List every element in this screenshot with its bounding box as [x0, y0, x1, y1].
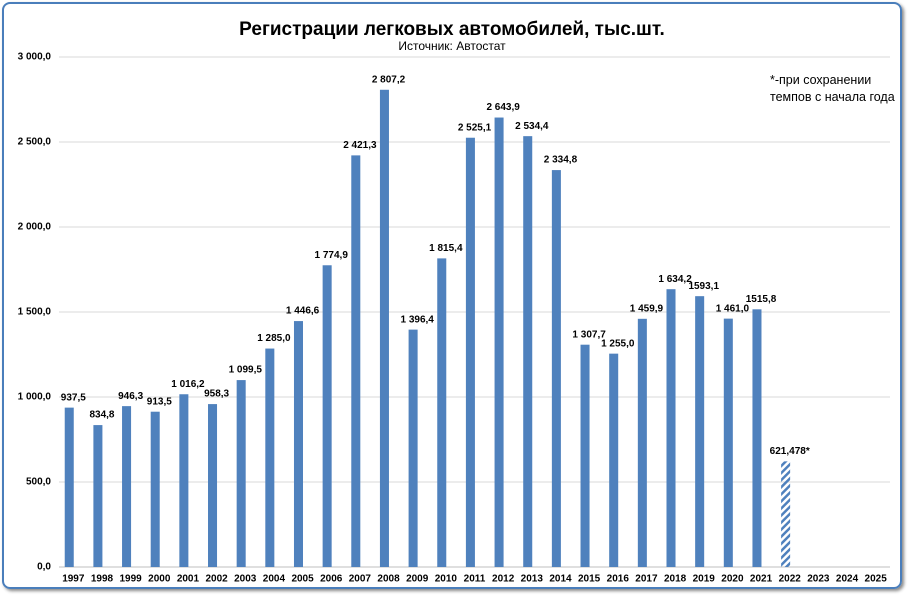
x-tick-label: 2023	[807, 574, 830, 585]
value-label: 1 099,5	[229, 365, 263, 376]
x-tick-label: 2009	[406, 574, 429, 585]
value-label: 621,478*	[770, 446, 810, 457]
x-tick-label: 2024	[836, 574, 859, 585]
value-label: 1 459,9	[630, 303, 664, 314]
x-tick-label: 2011	[464, 574, 486, 585]
bar	[293, 321, 303, 567]
bar	[781, 461, 791, 567]
bar	[322, 265, 332, 567]
value-label: 1 016,2	[171, 379, 205, 390]
x-tick-label: 1997	[62, 574, 85, 585]
bar	[637, 318, 647, 567]
x-tick-label: 2025	[865, 574, 888, 585]
x-tick-label: 1998	[91, 574, 114, 585]
annotation: *-при сохранении темпов с начала года	[770, 73, 895, 104]
value-label: 913,5	[147, 396, 172, 407]
value-label: 958,3	[204, 389, 229, 400]
chart: Регистрации легковых автомобилей, тыс.шт…	[18, 19, 890, 585]
value-label: 1 285,0	[257, 333, 291, 344]
value-label: 2 525,1	[458, 122, 492, 133]
chart-subtitle: Источник: Автостат	[398, 39, 506, 53]
value-label: 834,8	[89, 410, 114, 421]
x-tick-label: 2018	[664, 574, 687, 585]
value-label: 1 255,0	[601, 338, 635, 349]
value-label: 2 421,3	[343, 140, 377, 151]
x-tick-label: 2008	[377, 574, 400, 585]
bar	[379, 89, 389, 567]
bar	[666, 289, 676, 567]
bar	[523, 136, 533, 568]
bar	[179, 394, 189, 567]
bar	[408, 329, 418, 567]
bar	[64, 407, 74, 567]
x-tick-label: 2006	[320, 574, 343, 585]
value-label: 1 634,2	[658, 274, 692, 285]
bar	[494, 117, 504, 568]
bar	[609, 353, 619, 567]
bar	[265, 348, 275, 567]
value-label: 1 396,4	[401, 314, 435, 325]
bar	[465, 137, 475, 567]
value-label: 1593,1	[688, 281, 719, 292]
x-tick-label: 2002	[205, 574, 228, 585]
value-label: 2 334,8	[544, 155, 578, 166]
x-tick-label: 2007	[349, 574, 372, 585]
y-tick-label: 0,0	[37, 562, 51, 573]
y-tick-label: 2 000,0	[18, 222, 52, 233]
x-tick-label: 2020	[721, 574, 744, 585]
y-tick-label: 1 500,0	[18, 307, 52, 318]
value-label: 1 307,7	[572, 329, 606, 340]
x-tick-label: 2015	[578, 574, 601, 585]
bar	[551, 170, 561, 568]
bar	[236, 380, 246, 567]
x-tick-label: 2022	[779, 574, 802, 585]
bar	[580, 344, 590, 567]
x-tick-label: 2012	[492, 574, 515, 585]
bar	[122, 406, 132, 567]
x-tick-label: 2004	[263, 574, 286, 585]
bar	[695, 296, 705, 567]
value-label: 2 643,9	[486, 102, 520, 113]
x-tick-label: 2021	[750, 574, 773, 585]
value-label: 2 534,4	[515, 121, 549, 132]
x-tick-label: 2017	[635, 574, 658, 585]
value-label: 1 446,6	[286, 306, 320, 317]
x-tick-label: 2013	[521, 574, 544, 585]
x-tick-label: 2001	[177, 574, 200, 585]
x-tick-label: 2014	[549, 574, 572, 585]
value-label: 1 461,0	[716, 303, 750, 314]
value-label: 1 774,9	[315, 250, 349, 261]
value-label: 2 807,2	[372, 74, 406, 85]
value-label: 1 815,4	[429, 243, 463, 254]
bar	[351, 155, 361, 567]
x-tick-label: 2005	[291, 574, 314, 585]
x-tick-label: 2003	[234, 574, 257, 585]
value-label: 1515,8	[746, 294, 777, 305]
value-label: 937,5	[61, 392, 86, 403]
y-tick-label: 1 000,0	[18, 392, 52, 403]
x-tick-label: 2010	[435, 574, 458, 585]
bar	[752, 309, 762, 567]
bar	[723, 318, 733, 567]
y-tick-label: 2 500,0	[18, 137, 52, 148]
bar	[437, 258, 447, 567]
chart-frame: Регистрации легковых автомобилей, тыс.шт…	[2, 2, 902, 589]
x-tick-label: 2000	[148, 574, 171, 585]
bar	[93, 425, 103, 567]
x-tick-label: 1999	[120, 574, 143, 585]
x-tick-label: 2016	[607, 574, 630, 585]
value-label: 946,3	[118, 391, 143, 402]
chart-title: Регистрации легковых автомобилей, тыс.шт…	[239, 19, 665, 40]
y-tick-label: 3 000,0	[18, 52, 52, 63]
bar	[208, 404, 218, 567]
x-tick-label: 2019	[693, 574, 716, 585]
y-tick-label: 500,0	[26, 477, 51, 488]
bar	[150, 411, 160, 567]
